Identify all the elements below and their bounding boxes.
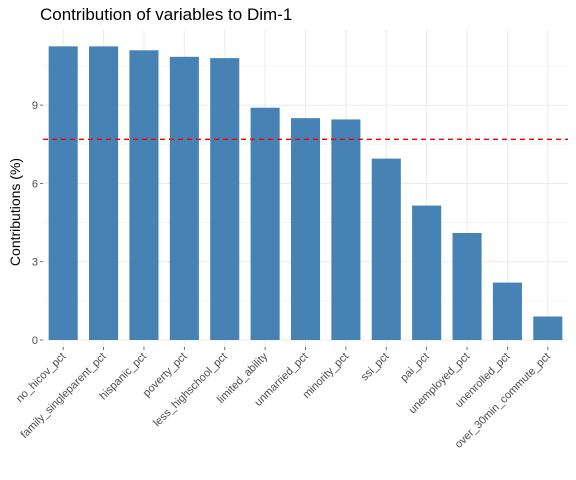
bar-ssi_pct [371, 158, 401, 340]
bars [48, 46, 563, 341]
bar-unenrolled_pct [492, 282, 522, 340]
bar-poverty_pct [169, 56, 199, 340]
bar-minority_pct [331, 119, 361, 340]
y-tick-label: 6 [32, 178, 38, 190]
bar-no_hicov_pct [48, 46, 78, 340]
y-tick-label: 9 [32, 100, 38, 112]
x-axis-ticks: no_hicov_pctfamily_singleparent_pcthispa… [14, 347, 553, 451]
bar-unemployed_pct [452, 232, 482, 340]
bar-family_singleparent_pct [89, 46, 119, 340]
bar-unmarried_pct [290, 118, 321, 341]
x-tick-label: less_highschool_pct [151, 351, 230, 430]
x-tick-label: pai_pct [398, 351, 432, 385]
x-tick-label: family_singleparent_pct [18, 351, 108, 441]
bar-over_30min_commute_pct [533, 316, 563, 340]
y-tick-label: 3 [32, 257, 38, 269]
y-axis-ticks: 0 3 6 9 [32, 100, 43, 347]
bar-pai_pct [412, 205, 442, 340]
y-axis-label: Contributions (%) [7, 158, 23, 266]
y-tick-label: 0 [32, 335, 38, 347]
bar-limited_ability [250, 107, 280, 341]
bar-hispanic_pct [129, 50, 159, 340]
bar-less_highschool_pct [210, 58, 240, 341]
x-tick-label: ssi_pct [359, 351, 392, 384]
chart-title: Contribution of variables to Dim-1 [40, 5, 292, 24]
